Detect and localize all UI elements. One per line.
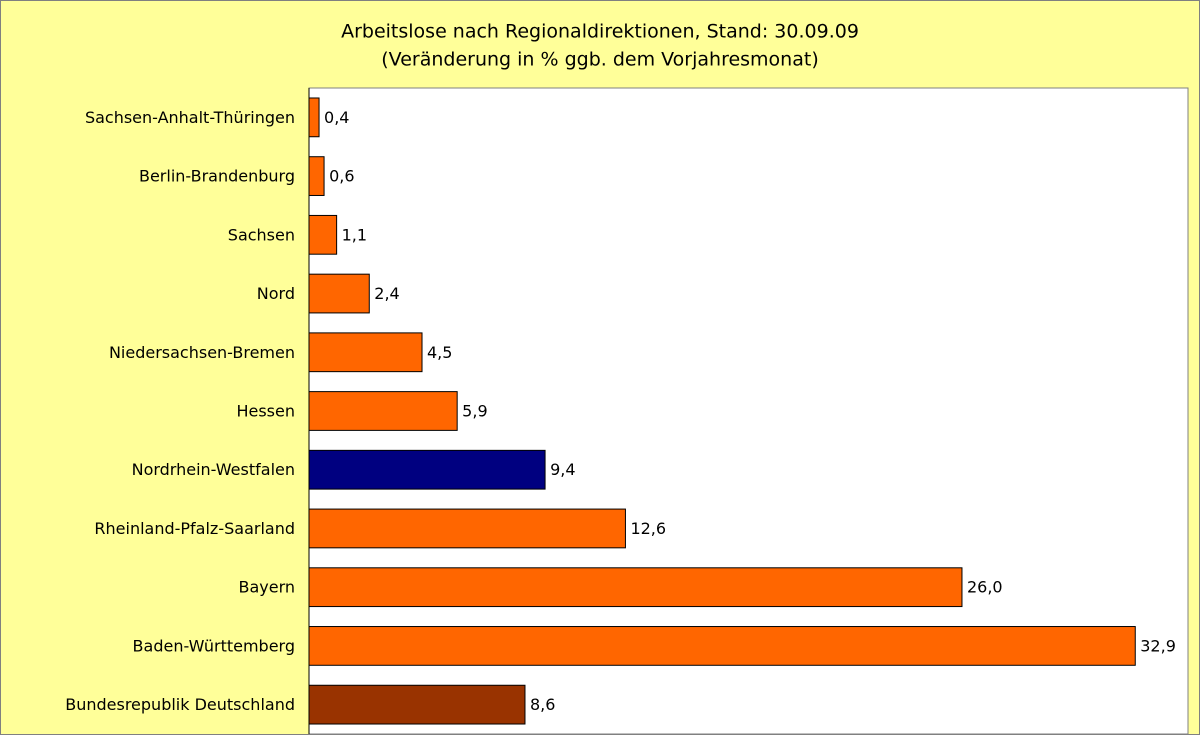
bar <box>308 214 338 255</box>
y-tick-label: Hessen <box>236 402 295 421</box>
bar <box>308 684 526 725</box>
data-label: 32,9 <box>1140 636 1176 655</box>
y-tick-label: Bundesrepublik Deutschland <box>65 695 295 714</box>
data-label: 0,4 <box>324 108 349 127</box>
y-tick-label: Nordrhein-Westfalen <box>132 460 295 479</box>
bar <box>308 391 458 431</box>
data-label: 26,0 <box>967 578 1003 597</box>
bar <box>308 567 963 608</box>
chart-subtitle: (Veränderung in % ggb. dem Vorjahresmona… <box>381 49 818 71</box>
chart-title: Arbeitslose nach Regionaldirektionen, St… <box>341 21 859 43</box>
y-tick-label: Sachsen-Anhalt-Thüringen <box>85 108 295 127</box>
bar <box>308 332 423 373</box>
bar <box>308 97 320 138</box>
bar <box>308 626 1136 666</box>
bar <box>308 449 546 490</box>
bar <box>308 273 370 314</box>
y-tick-label: Baden-Württemberg <box>133 636 295 655</box>
data-label: 9,4 <box>550 460 575 479</box>
data-label: 8,6 <box>530 695 555 714</box>
y-tick-label: Niedersachsen-Bremen <box>109 343 295 362</box>
data-label: 0,6 <box>329 167 354 186</box>
data-label: 12,6 <box>630 519 666 538</box>
data-label: 5,9 <box>462 402 487 421</box>
y-tick-label: Rheinland-Pfalz-Saarland <box>94 519 295 538</box>
y-tick-label: Nord <box>257 284 295 303</box>
y-tick-label: Berlin-Brandenburg <box>139 167 295 186</box>
bar <box>308 156 325 196</box>
data-label: 4,5 <box>427 343 452 362</box>
y-tick-label: Bayern <box>238 578 295 597</box>
bar <box>308 508 626 549</box>
y-tick-label: Sachsen <box>228 225 295 244</box>
data-label: 2,4 <box>374 284 399 303</box>
data-label: 1,1 <box>342 225 367 244</box>
